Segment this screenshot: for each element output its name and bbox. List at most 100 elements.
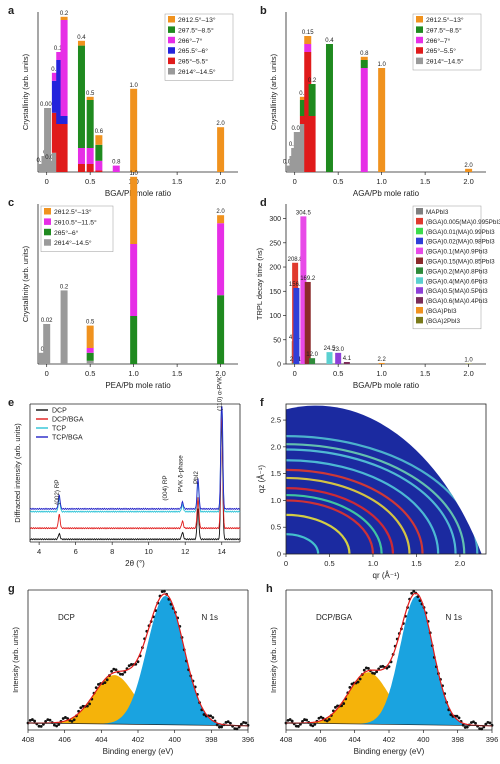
d-bar-label: 169.2 <box>300 276 316 282</box>
h-data-point <box>358 677 362 681</box>
d-legend-label: (BGA)0.4(MA)0.6PbI3 <box>426 278 488 285</box>
g-x-label: Binding energy (eV) <box>103 747 174 756</box>
d-x-tick-label: 1.5 <box>420 369 430 378</box>
g-data-point <box>233 727 237 730</box>
c-x-tick-label: 2.0 <box>215 369 225 378</box>
f-y-tick-label: 2.5 <box>271 416 281 425</box>
b-legend-swatch <box>416 47 423 54</box>
g-data-point <box>123 670 127 674</box>
e-legend-label: TCP/BGA <box>52 435 83 442</box>
a-bar-label: 0.1 <box>51 67 60 73</box>
g-data-point <box>57 723 61 726</box>
f-ring <box>286 533 320 554</box>
h-x-tick-label: 400 <box>417 735 430 744</box>
a-bar-segment <box>130 88 138 172</box>
panel-e: 4 6 8 10 12 14 2θ (°) Diffracted intensity (arb… <box>13 376 241 568</box>
b-bar-segment <box>325 44 333 172</box>
g-data-point <box>218 725 221 729</box>
d-bar <box>293 287 300 364</box>
a-bar-segment <box>86 148 94 164</box>
f-ring <box>286 499 375 554</box>
h-data-point <box>362 668 366 672</box>
d-legend-swatch <box>416 227 423 235</box>
c-bar-segment <box>86 348 94 353</box>
e-legend-label: DCP <box>52 408 67 415</box>
c-bar-label: 0 <box>41 347 45 353</box>
a-x-tick-label: 2.0 <box>215 177 225 186</box>
g-data-point <box>81 704 85 708</box>
a-legend-label: 2θ5°–5.5° <box>178 58 208 66</box>
g-data-point <box>46 718 50 722</box>
d-bar-label: 1.0 <box>464 358 473 364</box>
h-data-point <box>484 722 488 726</box>
d-legend-label: (BGA)PbI3 <box>426 308 457 315</box>
h-x-tick-label: 404 <box>348 735 361 744</box>
g-sample-label: DCP <box>58 613 75 622</box>
h-data-point <box>457 716 461 720</box>
h-data-point <box>377 667 381 671</box>
b-legend-label: 2θ5°–5.5° <box>426 47 456 55</box>
d-bar-label: 23.0 <box>332 347 344 353</box>
a-x-tick-label: 1.5 <box>172 177 182 186</box>
a-bar-segment <box>86 164 94 172</box>
d-bar-label: 208.8 <box>288 257 304 263</box>
f-ring <box>286 476 411 554</box>
d-bar-label: 156.9 <box>289 282 305 288</box>
d-y-tick-label: 0 <box>277 362 281 369</box>
a-legend-swatch <box>168 57 175 65</box>
a-legend-swatch <box>168 26 175 33</box>
c-y-label: Crystallinity (arb. units) <box>21 245 30 322</box>
h-x-tick-label: 402 <box>383 735 396 744</box>
h-data-point <box>356 680 360 684</box>
e-legend-label: DCP/BGA <box>52 417 84 424</box>
a-legend-label: 2θ14°–14.5° <box>178 68 216 76</box>
e-annotation: (002) RP <box>54 480 61 505</box>
c-bar-segment <box>86 325 94 348</box>
h-data-point <box>327 717 331 721</box>
e-y-label: Diffracted intensity (arb. units) <box>13 423 22 523</box>
d-x-tick-label: 1.0 <box>376 369 386 378</box>
b-bar-segment <box>360 56 368 60</box>
d-bar <box>300 216 307 364</box>
b-bar-label: 0.15 <box>302 30 314 36</box>
e-annotation: (110) α-PVK <box>217 376 224 411</box>
c-legend-swatch <box>44 228 51 236</box>
h-data-point <box>334 705 337 709</box>
h-x-tick-label: 398 <box>451 735 464 744</box>
g-data-point <box>64 716 67 719</box>
a-bar-segment <box>56 60 64 124</box>
panel-c: 0 0.5 1.0 1.5 2.0 PEA/Pb mole ratio Crystallin… <box>21 171 238 390</box>
g-data-point <box>224 721 228 724</box>
b-bar-label: 0.02 <box>291 126 303 132</box>
f-ring <box>286 487 395 554</box>
e-x-tick-label: 4 <box>37 547 41 556</box>
g-data-point <box>86 704 89 708</box>
a-legend-label: 2θ6°–7° <box>178 37 203 45</box>
e-x-tick-label: 12 <box>181 547 189 556</box>
panel-h: 408 406 404 402 400 398 396 Binding energy (eV)… <box>269 589 498 756</box>
g-x-tick-label: 400 <box>168 735 181 744</box>
c-bar-label: 0.5 <box>86 320 95 326</box>
panel-letter-c: c <box>8 197 14 209</box>
g-data-point <box>31 718 34 721</box>
h-data-point <box>463 726 467 729</box>
d-y-tick-label: 250 <box>269 240 281 247</box>
c-legend-swatch <box>44 239 51 246</box>
g-data-point <box>79 706 83 710</box>
g-data-point <box>127 664 131 668</box>
b-bar-label: 2.0 <box>464 163 473 169</box>
c-bar-segment <box>130 176 138 244</box>
d-legend-swatch <box>416 237 423 245</box>
c-bar-segment <box>38 352 46 364</box>
d-bar-label: 24.5 <box>324 346 336 352</box>
c-legend-label: 2θ12.5°–13° <box>54 208 92 216</box>
g-data-point <box>119 672 122 676</box>
f-ring <box>286 459 440 554</box>
b-bar-segment <box>308 84 316 116</box>
a-bar-segment <box>77 148 85 164</box>
h-data-point <box>336 704 339 708</box>
b-bar-segment <box>304 52 312 172</box>
d-bar-label: 2.2 <box>377 357 386 363</box>
f-x-tick-label: 2.0 <box>455 559 465 568</box>
